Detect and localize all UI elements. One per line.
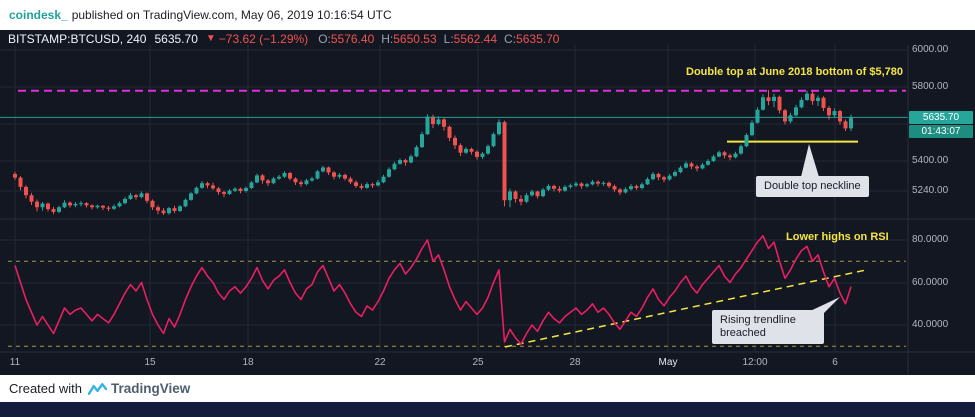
time-axis-label: 18 bbox=[242, 357, 254, 368]
time-axis-label: 11 bbox=[9, 357, 21, 368]
rsi-lower-highs-annotation[interactable]: Lower highs on RSI bbox=[786, 231, 889, 243]
time-axis-label: 15 bbox=[144, 357, 156, 368]
tradingview-wordmark[interactable]: TradingView bbox=[110, 381, 191, 396]
time-axis-label: 6 bbox=[832, 357, 838, 368]
publish-header: coindesk_ published on TradingView.com, … bbox=[0, 0, 975, 30]
rsi-axis-label: 40.0000 bbox=[912, 319, 949, 330]
candle-countdown-badge: 01:43:07 bbox=[909, 125, 973, 138]
tradingview-logo-icon[interactable] bbox=[87, 382, 107, 396]
time-axis-label: 22 bbox=[374, 357, 386, 368]
rsi-axis-label: 60.0000 bbox=[912, 277, 949, 288]
low-value: L:5562.44 bbox=[443, 31, 498, 46]
time-axis-label: May bbox=[658, 357, 678, 368]
rsi-axis-label: 80.0000 bbox=[912, 234, 949, 245]
author-link[interactable]: coindesk_ bbox=[9, 8, 68, 22]
double-top-annotation[interactable]: Double top at June 2018 bottom of $5,780 bbox=[686, 66, 903, 78]
bottom-strip bbox=[0, 402, 975, 417]
high-value: H:5650.53 bbox=[381, 31, 437, 46]
created-with-text: Created with bbox=[9, 381, 82, 396]
symbol-title[interactable]: BITSTAMP:BTCUSD, 240 bbox=[8, 31, 147, 46]
time-axis-label: 25 bbox=[472, 357, 484, 368]
open-value: O:5576.40 bbox=[318, 31, 375, 46]
chart-canvas[interactable] bbox=[0, 45, 975, 375]
change-down-arrow-icon: ▼ bbox=[205, 33, 216, 44]
close-value: C:5635.70 bbox=[504, 31, 560, 46]
time-axis-label: 12:00 bbox=[742, 357, 768, 368]
current-price-badge: 5635.70 bbox=[909, 111, 973, 124]
symbol-info-bar: BITSTAMP:BTCUSD, 240 5635.70 ▼ −73.62 (−… bbox=[0, 31, 975, 46]
price-axis-label: 5800.00 bbox=[912, 81, 949, 92]
publish-info: published on TradingView.com, May 06, 20… bbox=[71, 8, 392, 22]
footer-bar: Created with TradingView bbox=[0, 375, 975, 402]
price-axis-label: 6000.00 bbox=[912, 44, 949, 55]
price-axis-label: 5400.00 bbox=[912, 155, 949, 166]
last-price: 5635.70 bbox=[154, 31, 198, 46]
trendline-breach-callout[interactable]: Rising trendline breached bbox=[712, 310, 824, 344]
neckline-callout[interactable]: Double top neckline bbox=[756, 176, 869, 197]
price-change: −73.62 (−1.29%) bbox=[218, 31, 309, 46]
price-axis-label: 5240.00 bbox=[912, 185, 949, 196]
time-axis-label: 28 bbox=[569, 357, 581, 368]
